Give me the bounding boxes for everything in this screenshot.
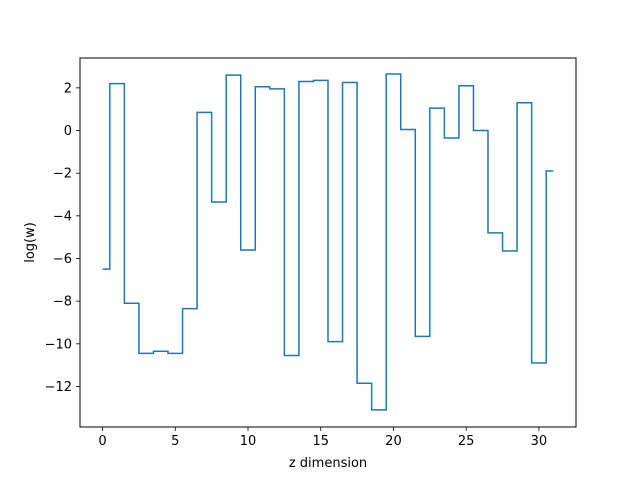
y-axis: 2 0 −2 −4 −6 −8 −10 −12 (45, 81, 80, 395)
series-layer (102, 73, 554, 411)
y-tick-label: −8 (53, 295, 72, 310)
y-tick-label: 2 (64, 81, 72, 96)
x-tick-label: 10 (240, 434, 257, 449)
y-tick-label: 0 (64, 124, 72, 139)
y-tick-label: −2 (53, 167, 72, 182)
x-tick-label: 0 (98, 434, 106, 449)
x-tick-label: 15 (312, 434, 329, 449)
y-tick-label: −10 (45, 337, 72, 352)
x-tick-label: 5 (171, 434, 179, 449)
x-axis: 0 5 10 15 20 25 30 (98, 427, 547, 449)
x-axis-label: z dimension (289, 456, 367, 471)
y-tick-label: −6 (53, 252, 72, 267)
y-tick-label: −12 (45, 380, 72, 395)
x-tick-label: 30 (531, 434, 548, 449)
plot-frame (79, 57, 577, 428)
x-tick-label: 20 (385, 434, 402, 449)
x-tick-label: 25 (458, 434, 475, 449)
y-tick-label: −4 (53, 209, 72, 224)
series-line-0 (102, 73, 554, 411)
y-axis-label: log(w) (23, 222, 38, 263)
